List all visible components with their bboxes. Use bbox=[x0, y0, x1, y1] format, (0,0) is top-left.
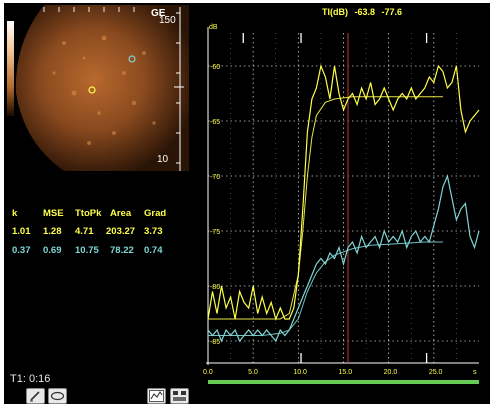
param-value: 10.75 bbox=[75, 245, 99, 256]
depth-bottom-label: 10 bbox=[157, 154, 169, 165]
ti-value-yellow: -63.8 bbox=[354, 7, 376, 17]
y-tick-label: -70 bbox=[210, 174, 220, 181]
roi-yellow-marker[interactable] bbox=[88, 86, 96, 94]
x-axis-label: s bbox=[473, 369, 477, 376]
param-value: 3.73 bbox=[144, 226, 163, 237]
param-header-area: Area bbox=[110, 208, 132, 219]
timeline-progress-bar bbox=[208, 380, 479, 384]
x-tick-label: 25.0 bbox=[429, 369, 443, 376]
param-value: 1.01 bbox=[12, 226, 31, 237]
param-value: 203.27 bbox=[106, 226, 136, 237]
ultrasound-image[interactable]: GE 150 10 bbox=[4, 3, 189, 178]
ti-label: TI(dB) bbox=[322, 7, 348, 17]
x-tick-label: 5.0 bbox=[248, 369, 258, 376]
param-value: 4.71 bbox=[75, 226, 94, 237]
depth-top-label: 150 bbox=[159, 15, 176, 26]
param-header-grad: Grad bbox=[144, 208, 167, 219]
ti-readout: TI(dB) -63.8 -77.6 bbox=[322, 7, 402, 17]
gain-scale-bar bbox=[7, 21, 14, 116]
chart-tool-icon[interactable] bbox=[147, 388, 166, 404]
raw-intensity-curve bbox=[207, 63, 480, 321]
timer-readout: T1: 0:16 bbox=[10, 373, 51, 385]
y-axis-label: dB bbox=[209, 24, 218, 31]
x-tick-label: 15.0 bbox=[339, 369, 353, 376]
param-value: 0.37 bbox=[12, 245, 31, 256]
fitted-intensity-curve bbox=[208, 96, 443, 320]
param-header-k: k bbox=[12, 208, 18, 219]
y-tick-label: -80 bbox=[210, 284, 220, 291]
pen-tool-icon[interactable] bbox=[26, 388, 45, 404]
time-intensity-plot[interactable]: -60 -65 -70 -75 -80 -85 0.0 5.0 10.0 15.0 20.0 25.0… bbox=[181, 17, 490, 404]
param-value: 1.28 bbox=[43, 226, 62, 237]
ultrasound-brand-label: GE bbox=[151, 8, 166, 19]
param-header-mse: MSE bbox=[43, 208, 64, 219]
y-tick-label: -60 bbox=[210, 64, 220, 71]
layout-tool-icon[interactable] bbox=[170, 388, 189, 404]
roi-cyan-marker[interactable] bbox=[128, 55, 136, 63]
ti-value-cyan: -77.6 bbox=[381, 7, 403, 17]
contrast-analysis-screen: GE 150 10 k MSE TtoPk Area Grad 1.01 1.2… bbox=[4, 3, 490, 404]
fitted-intensity-curve bbox=[208, 241, 443, 336]
y-tick-label: -85 bbox=[210, 339, 220, 346]
x-tick-label: 0.0 bbox=[203, 369, 213, 376]
ellipse-roi-icon[interactable] bbox=[48, 388, 67, 404]
param-value: 78.22 bbox=[110, 245, 134, 256]
param-value: 0.74 bbox=[144, 245, 163, 256]
y-tick-label: -65 bbox=[210, 119, 220, 126]
x-tick-label: 20.0 bbox=[384, 369, 398, 376]
time-intensity-chart[interactable]: -60 -65 -70 -75 -80 -85 0.0 5.0 10.0 15.0 20.0 25.0… bbox=[181, 17, 490, 404]
param-value: 0.69 bbox=[43, 245, 62, 256]
y-tick-label: -75 bbox=[210, 229, 220, 236]
param-header-ttopk: TtoPk bbox=[75, 208, 102, 219]
x-tick-label: 10.0 bbox=[293, 369, 307, 376]
